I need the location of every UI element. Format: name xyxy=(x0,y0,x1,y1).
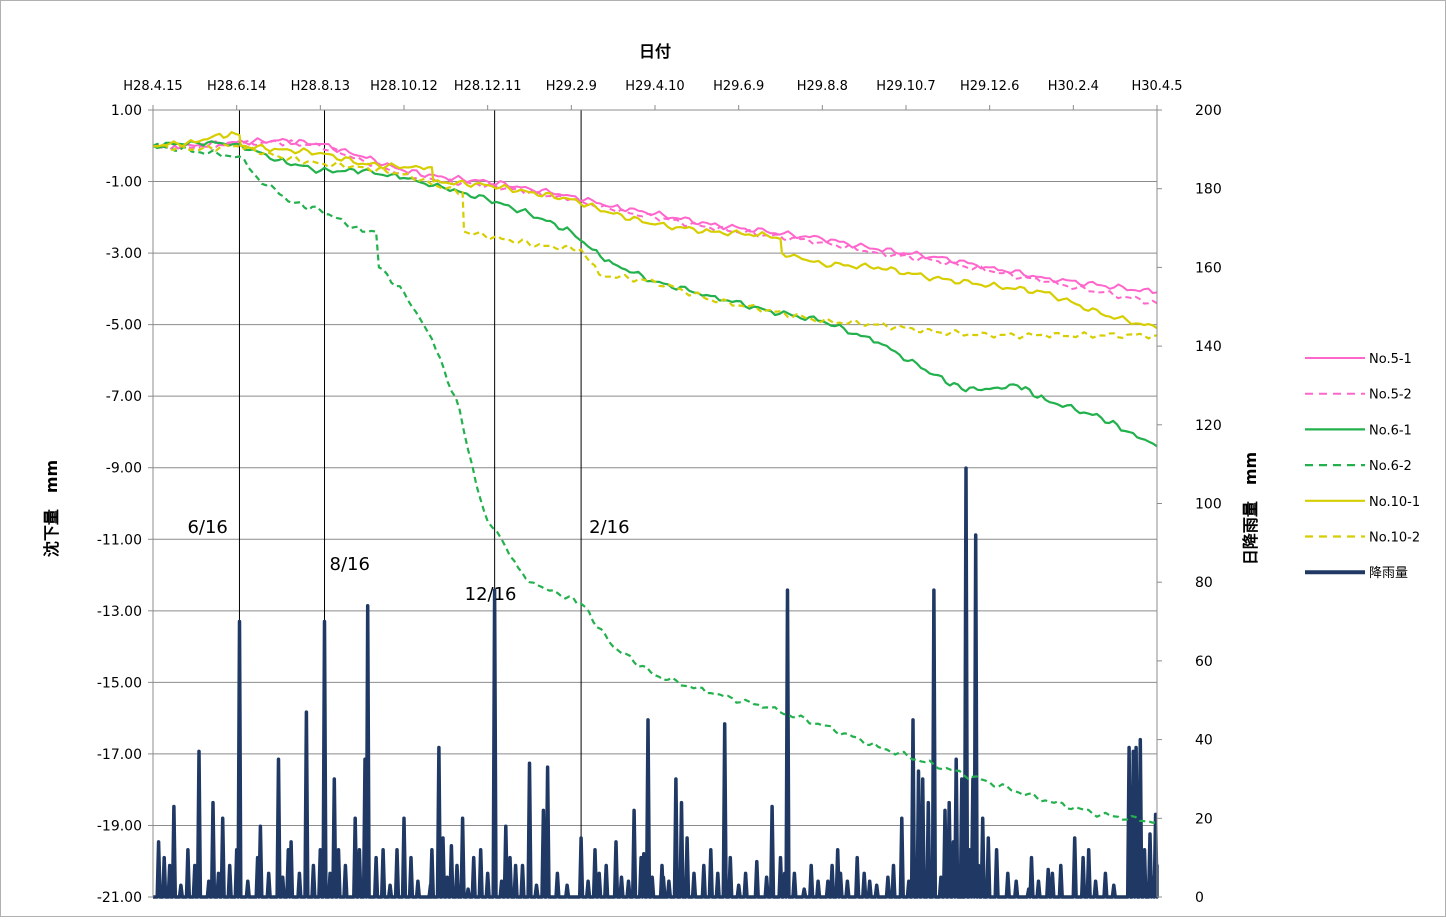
y-left-tick-label: -21.00 xyxy=(97,890,142,906)
series-line-no-6-2 xyxy=(152,142,1158,824)
y-left-tick-label: -1.00 xyxy=(106,175,142,191)
legend-label: No.10-2 xyxy=(1369,531,1420,546)
y-left-tick-label: -15.00 xyxy=(97,675,142,691)
y-right-tick-label: 160 xyxy=(1195,260,1222,276)
x-tick-label: H28.4.15 xyxy=(123,79,182,94)
legend-label: No.6-2 xyxy=(1369,459,1412,474)
y-right-tick-label: 20 xyxy=(1195,811,1213,827)
y-right-tick-label: 100 xyxy=(1195,497,1222,513)
y-left-axis-title: 沈下量 mm xyxy=(42,460,61,557)
y-left-tick-label: -5.00 xyxy=(106,318,142,334)
event-label: 8/16 xyxy=(330,554,370,575)
y-right-tick-label: 60 xyxy=(1195,654,1213,670)
legend-label: No.5-1 xyxy=(1369,352,1412,367)
x-axis-title: 日付 xyxy=(639,42,671,61)
y-left-tick-label: -19.00 xyxy=(97,818,142,834)
y-right-tick-label: 0 xyxy=(1195,890,1204,906)
event-label: 12/16 xyxy=(465,584,517,605)
y-right-tick-label: 140 xyxy=(1195,339,1222,355)
y-left-tick-label: -17.00 xyxy=(97,747,142,763)
event-label: 2/16 xyxy=(589,517,629,538)
rainfall-series xyxy=(153,466,1159,899)
y-right-tick-label: 180 xyxy=(1195,182,1222,198)
y-left-tick-label: -11.00 xyxy=(97,532,142,548)
y-right-tick-label: 80 xyxy=(1195,575,1213,591)
x-tick-label: H29.12.6 xyxy=(960,79,1019,94)
x-tick-label: H29.2.9 xyxy=(546,79,597,94)
x-tick-label: H30.2.4 xyxy=(1048,79,1099,94)
y-left-tick-label: -9.00 xyxy=(106,461,142,477)
legend-label: No.6-1 xyxy=(1369,423,1412,438)
x-tick-label: H29.8.8 xyxy=(797,79,848,94)
y-right-axis-title: 日降雨量 mm xyxy=(1241,452,1260,565)
y-left-tick-label: -13.00 xyxy=(97,604,142,620)
y-right-tick-label: 200 xyxy=(1195,103,1222,119)
legend-label: No.10-1 xyxy=(1369,495,1420,510)
x-tick-label: H29.6.9 xyxy=(713,79,764,94)
y-left-tick-label: -7.00 xyxy=(106,389,142,405)
legend-label: 降雨量 xyxy=(1369,566,1408,581)
series-line-no-5-2 xyxy=(152,139,1158,305)
x-tick-label: H28.12.11 xyxy=(454,79,522,94)
event-label: 6/16 xyxy=(187,517,227,538)
x-tick-label: H29.10.7 xyxy=(876,79,935,94)
x-tick-label: H28.6.14 xyxy=(207,79,266,94)
x-tick-label: H29.4.10 xyxy=(625,79,684,94)
series-line-no-10-1 xyxy=(152,131,1158,330)
legend-label: No.5-2 xyxy=(1369,388,1412,403)
x-tick-label: H30.4.5 xyxy=(1131,79,1182,94)
y-left-tick-label: -3.00 xyxy=(106,246,142,262)
y-right-tick-label: 120 xyxy=(1195,418,1222,434)
x-tick-label: H28.10.12 xyxy=(370,79,438,94)
series-line-no-10-2 xyxy=(152,143,1158,340)
x-tick-label: H28.8.13 xyxy=(291,79,350,94)
y-left-tick-label: 1.00 xyxy=(111,103,142,119)
y-right-tick-label: 40 xyxy=(1195,733,1213,749)
